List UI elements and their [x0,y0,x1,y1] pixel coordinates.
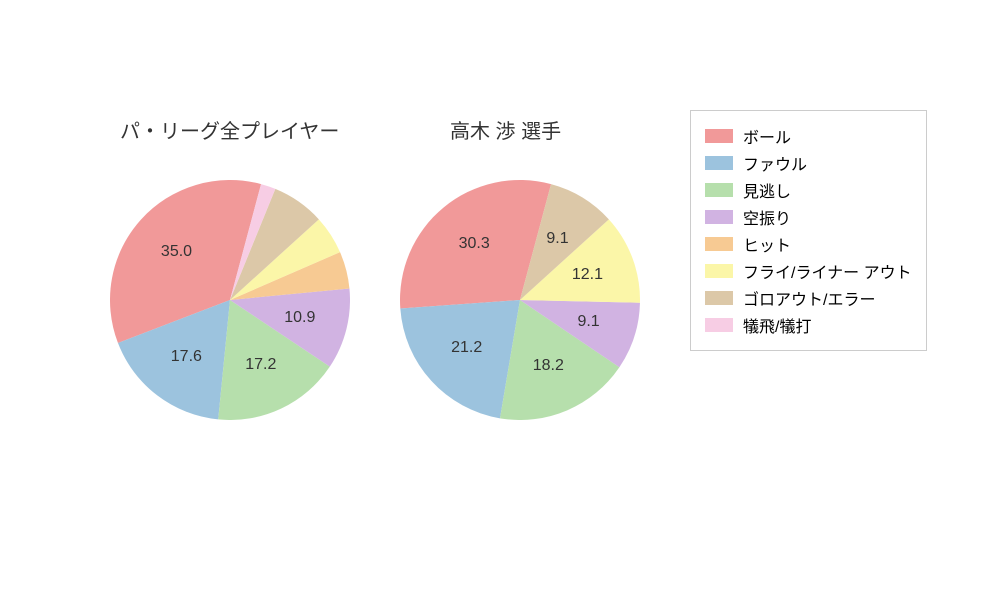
legend-item-swing: 空振り [705,205,912,229]
legend-label-hit: ヒット [743,232,791,256]
legend-item-foul: ファウル [705,151,912,175]
legend-swatch-miss [705,183,733,197]
legend-swatch-flyout [705,264,733,278]
slice-label-foul: 21.2 [451,339,482,357]
legend-label-swing: 空振り [743,205,791,229]
slice-label-ball: 30.3 [459,235,490,253]
legend-swatch-ground [705,291,733,305]
chart-container: { "background_color": "#ffffff", "catego… [0,0,1000,600]
slice-label-miss: 17.2 [245,356,276,374]
legend-item-hit: ヒット [705,232,912,256]
slice-label-swing: 9.1 [577,313,599,331]
slice-label-foul: 17.6 [171,348,202,366]
legend: ボールファウル見逃し空振りヒットフライ/ライナー アウトゴロアウト/エラー犠飛/… [690,110,927,351]
legend-swatch-hit [705,237,733,251]
legend-label-sac: 犠飛/犠打 [743,313,811,337]
legend-swatch-ball [705,129,733,143]
slice-label-ground: 9.1 [546,230,568,248]
legend-swatch-foul [705,156,733,170]
legend-label-miss: 見逃し [743,178,791,202]
legend-item-ball: ボール [705,124,912,148]
legend-item-miss: 見逃し [705,178,912,202]
legend-item-flyout: フライ/ライナー アウト [705,259,912,283]
legend-label-flyout: フライ/ライナー アウト [743,259,912,283]
chart-title-league: パ・リーグ全プレイヤー [120,115,339,144]
pie-slice-foul [400,300,520,418]
legend-item-ground: ゴロアウト/エラー [705,286,912,310]
slice-label-ball: 35.0 [161,243,192,261]
legend-label-foul: ファウル [743,151,807,175]
slice-label-miss: 18.2 [533,357,564,375]
legend-swatch-sac [705,318,733,332]
pie-chart-league [110,180,350,420]
legend-label-ball: ボール [743,124,791,148]
legend-swatch-swing [705,210,733,224]
pie-chart-player [400,180,640,420]
legend-item-sac: 犠飛/犠打 [705,313,912,337]
legend-label-ground: ゴロアウト/エラー [743,286,875,310]
chart-title-player: 高木 渉 選手 [450,115,561,144]
slice-label-flyout: 12.1 [572,266,603,284]
slice-label-swing: 10.9 [284,309,315,327]
